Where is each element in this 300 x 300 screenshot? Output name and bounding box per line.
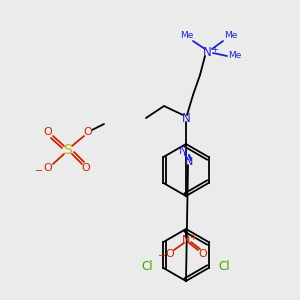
Text: Me: Me — [180, 32, 194, 40]
Text: N: N — [179, 146, 187, 156]
Text: O: O — [44, 127, 52, 137]
Text: N: N — [202, 46, 211, 59]
Text: S: S — [64, 143, 72, 157]
Text: Me: Me — [224, 32, 238, 40]
Text: Cl: Cl — [219, 260, 230, 272]
Text: −: − — [35, 166, 43, 176]
Text: Cl: Cl — [142, 260, 153, 272]
Text: N: N — [182, 235, 190, 245]
Text: O: O — [199, 249, 207, 259]
Text: +: + — [190, 233, 196, 242]
Text: O: O — [166, 249, 174, 259]
Text: −: − — [158, 251, 166, 261]
Text: O: O — [82, 163, 90, 173]
Text: N: N — [182, 112, 190, 124]
Text: O: O — [84, 127, 92, 137]
Text: N: N — [185, 157, 193, 167]
Text: +: + — [212, 44, 218, 53]
Text: Me: Me — [228, 52, 242, 61]
Text: O: O — [44, 163, 52, 173]
